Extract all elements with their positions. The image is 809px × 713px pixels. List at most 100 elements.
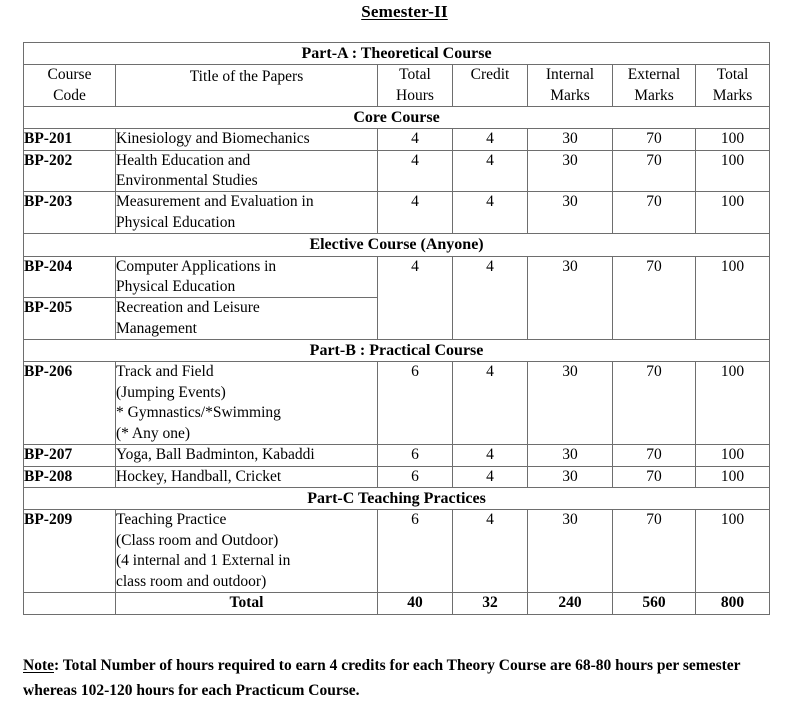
credit-bp209: 4 (452, 509, 528, 594)
total-marks-bp207: 100 (694, 444, 771, 467)
course-code-bp207: BP-207 (23, 444, 116, 467)
table-row: BP-204 Computer Applications in Physical… (23, 255, 771, 341)
course-code-bp204: BP-204 (23, 255, 116, 299)
column-header-course-code-line1: Course (47, 66, 92, 84)
table-row: BP-205 Recreation and Leisure Management (23, 297, 770, 341)
total-hours-bp207: 6 (377, 444, 453, 467)
section-label-part-b: Part-B : Practical Course (22, 339, 771, 363)
total-row-empty-cell (23, 592, 116, 615)
external-marks-bp201: 70 (612, 128, 696, 151)
total-hours-bp208: 6 (377, 465, 453, 489)
column-header-title: Title of the Papers (115, 64, 378, 108)
table-row: BP-207 Yoga, Ball Badminton, Kabaddi 6 4… (23, 444, 771, 467)
internal-marks-bp201: 30 (527, 128, 613, 151)
total-row-internal-marks: 240 (527, 592, 613, 615)
table-row: BP-201 Kinesiology and Biomechanics 4 4 … (23, 128, 771, 151)
column-header-title-line1: Title of the Papers (189, 68, 304, 86)
course-title-bp205: Recreation and Leisure Management (115, 297, 378, 341)
course-title-bp205-line2: Management (116, 319, 197, 337)
column-header-internal-marks: Internal Marks (527, 64, 613, 108)
course-title-bp203: Measurement and Evaluation in Physical E… (115, 191, 378, 235)
total-row-external-marks: 560 (612, 592, 696, 615)
course-schedule-table-wrapper: Part-A : Theoretical Course Course Code … (22, 41, 771, 615)
column-header-total-marks-line1: Total (716, 66, 749, 84)
column-header-external-marks: External Marks (612, 64, 696, 108)
column-header-external-marks-line1: External (627, 66, 681, 84)
course-title-bp202-line1: Health Education and (116, 151, 251, 169)
total-hours-bp203: 4 (377, 191, 453, 235)
total-marks-elective: 100 (694, 255, 771, 341)
external-marks-elective: 70 (612, 255, 696, 341)
section-label-part-a: Part-A : Theoretical Course (22, 41, 771, 66)
course-title-bp208-line1: Hockey, Handball, Cricket (116, 467, 282, 485)
course-title-bp209-line4: class room and outdoor) (116, 572, 267, 590)
course-title-bp201-line1: Kinesiology and Biomechanics (116, 130, 310, 148)
column-header-total-marks-line2: Marks (712, 86, 753, 104)
column-header-course-code-line2: Code (53, 86, 86, 104)
internal-marks-bp207: 30 (527, 444, 613, 467)
external-marks-bp202: 70 (612, 149, 696, 193)
course-title-bp206-line2: (Jumping Events) (116, 383, 226, 401)
internal-marks-elective: 30 (527, 255, 613, 341)
internal-marks-bp208: 30 (527, 465, 613, 489)
course-title-bp209: Teaching Practice (Class room and Outdoo… (115, 509, 378, 594)
total-marks-bp202: 100 (694, 149, 771, 193)
course-code-bp202: BP-202 (23, 149, 116, 193)
column-header-external-marks-line2: Marks (634, 86, 674, 104)
credit-bp208: 4 (452, 465, 528, 489)
total-hours-bp201: 4 (377, 128, 453, 151)
course-title-bp201: Kinesiology and Biomechanics (115, 128, 378, 151)
credit-bp203: 4 (452, 191, 528, 235)
course-title-bp204: Computer Applications in Physical Educat… (115, 255, 378, 299)
total-row-label: Total (115, 592, 378, 615)
credit-elective: 4 (452, 255, 528, 341)
course-code-bp208: BP-208 (23, 465, 116, 489)
course-title-bp202-line2: Environmental Studies (116, 172, 258, 190)
section-label-part-c: Part-C Teaching Practices (22, 487, 771, 511)
section-label-core: Core Course (22, 106, 771, 130)
course-title-bp206: Track and Field (Jumping Events) * Gymna… (115, 361, 378, 446)
table-row: BP-202 Health Education and Environmenta… (23, 149, 771, 193)
page-title: Semester-II (0, 2, 809, 22)
internal-marks-bp202: 30 (527, 149, 613, 193)
course-title-bp203-line2: Physical Education (116, 213, 236, 231)
course-title-bp204-line1: Computer Applications in (116, 257, 277, 275)
table-row: BP-206 Track and Field (Jumping Events) … (23, 361, 771, 446)
total-marks-bp209: 100 (694, 509, 771, 594)
total-marks-bp201: 100 (694, 128, 771, 151)
course-title-bp203-line1: Measurement and Evaluation in (116, 193, 314, 211)
external-marks-bp208: 70 (612, 465, 696, 489)
course-title-bp207-line1: Yoga, Ball Badminton, Kabaddi (116, 446, 315, 464)
total-hours-elective: 4 (377, 255, 453, 341)
internal-marks-bp209: 30 (527, 509, 613, 594)
table-total-row: Total 40 32 240 560 800 (23, 592, 771, 615)
section-header-row-elective: Elective Course (Anyone) (22, 233, 771, 257)
column-header-total-hours-line2: Hours (396, 86, 434, 104)
course-schedule-table: Part-A : Theoretical Course Course Code … (22, 41, 771, 615)
external-marks-bp209: 70 (612, 509, 696, 594)
course-title-bp202: Health Education and Environmental Studi… (115, 149, 378, 193)
course-code-bp205: BP-205 (23, 297, 116, 341)
course-code-bp201: BP-201 (23, 128, 116, 151)
table-header-row: Course Code Title of the Papers Total Ho… (23, 64, 771, 108)
section-header-row-part-c: Part-C Teaching Practices (22, 487, 771, 511)
course-code-bp206: BP-206 (23, 361, 116, 446)
column-header-credit-line1: Credit (470, 66, 510, 84)
course-title-bp208: Hockey, Handball, Cricket (115, 465, 378, 489)
course-title-bp206-line3: * Gymnastics/*Swimming (116, 404, 281, 422)
total-marks-bp203: 100 (694, 191, 771, 235)
column-header-total-marks: Total Marks (694, 64, 771, 108)
external-marks-bp206: 70 (612, 361, 696, 446)
total-row-total-marks: 800 (694, 592, 771, 615)
footer-note: Note: Total Number of hours required to … (23, 653, 783, 703)
section-header-row-core: Core Course (22, 106, 771, 130)
course-title-bp205-line1: Recreation and Leisure (116, 299, 260, 317)
total-hours-bp202: 4 (377, 149, 453, 193)
section-label-elective: Elective Course (Anyone) (22, 233, 771, 257)
column-header-credit: Credit (452, 64, 528, 108)
course-title-bp206-line1: Track and Field (116, 363, 214, 381)
section-header-row-part-b: Part-B : Practical Course (22, 339, 771, 363)
external-marks-bp203: 70 (612, 191, 696, 235)
total-row-total-hours: 40 (377, 592, 453, 615)
